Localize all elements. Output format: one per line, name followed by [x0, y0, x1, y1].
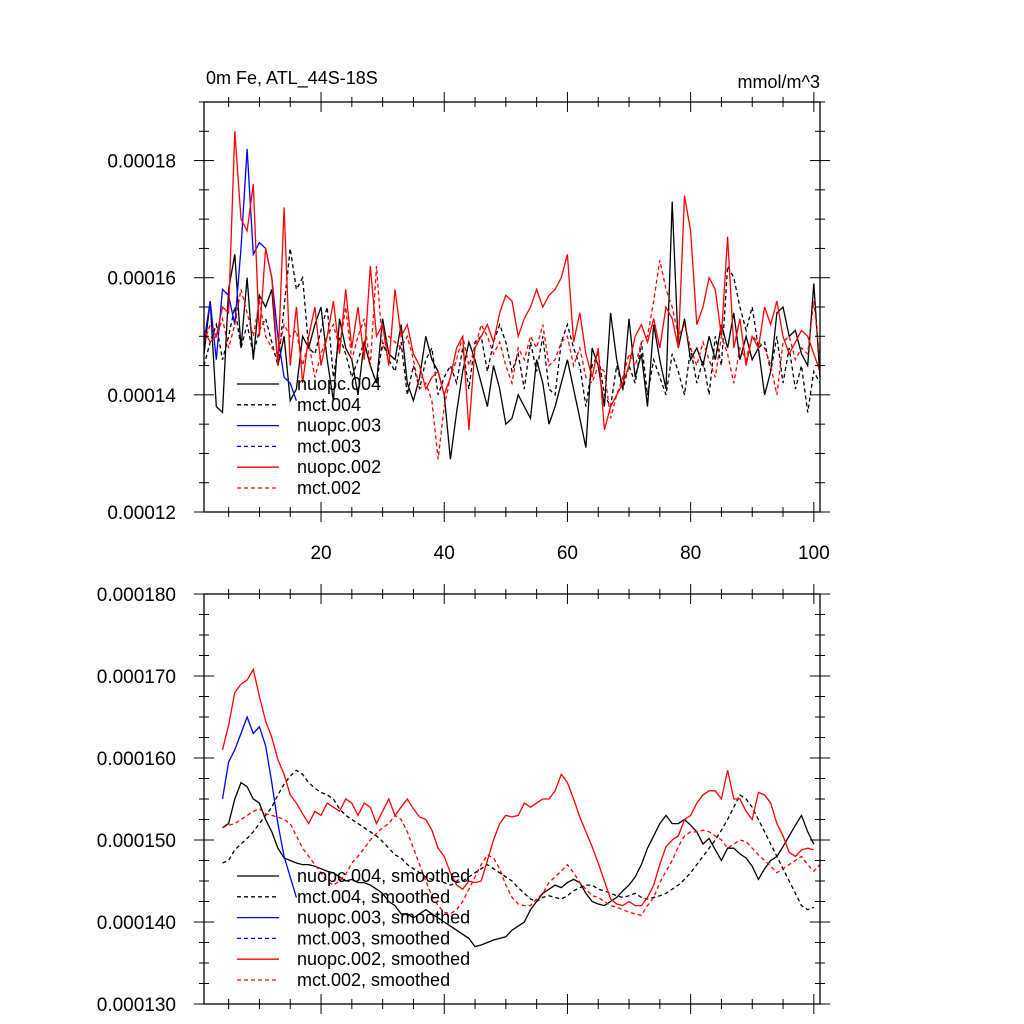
bottom-series-layer: [221, 667, 821, 948]
top-x-tick-label: 20: [310, 543, 331, 564]
top-legend: nuopc.004mct.004nuopc.003mct.003nuopc.00…: [237, 374, 381, 498]
top-legend-label-4: nuopc.002: [297, 457, 381, 477]
bottom-tick-layer: 0.000130 0.000140 0.000150 0.000160 0.000170…: [97, 584, 830, 1016]
top-series-line-5: [203, 259, 821, 460]
top-title-left: 0m Fe, ATL_44S-18S: [206, 68, 378, 89]
bottom-y-tick-label: 0.000150: [97, 831, 176, 852]
top-tick-layer: 20 40 60 80 100 0.00012 0.00014 0.00016 0.00018: [107, 92, 830, 564]
top-y-tick-label: 0.00016: [107, 269, 176, 290]
top-y-tick-label: 0.00012: [107, 503, 176, 524]
bottom-y-tick-label: 0.000130: [97, 995, 176, 1016]
top-x-tick-label: 100: [798, 543, 830, 564]
bottom-series-line-0: [222, 781, 815, 948]
top-legend-label-1: mct.004: [297, 395, 361, 415]
top-panel: 0m Fe, ATL_44S-18S mmol/m^3 20 40 60 80 100 0…: [107, 68, 830, 564]
top-legend-label-3: mct.003: [297, 436, 361, 456]
top-series-line-4: [203, 131, 821, 431]
bottom-legend-label-4: nuopc.002, smoothed: [297, 949, 470, 969]
top-y-tick-label: 0.00014: [107, 386, 176, 407]
bottom-legend-label-5: mct.002, smoothed: [297, 970, 450, 990]
bottom-series-line-2: [221, 715, 298, 898]
bottom-series-line-5: [222, 808, 821, 917]
bottom-legend-label-0: nuopc.004, smoothed: [297, 866, 470, 886]
top-legend-label-0: nuopc.004: [297, 374, 381, 394]
top-legend-label-5: mct.002: [297, 478, 361, 498]
top-series-line-1: [203, 248, 821, 413]
top-x-tick-label: 80: [680, 543, 701, 564]
bottom-y-tick-label: 0.000140: [97, 913, 176, 934]
top-legend-label-2: nuopc.003: [297, 416, 381, 436]
bottom-legend-label-2: nuopc.003, smoothed: [297, 908, 470, 928]
bottom-panel: 0.000130 0.000140 0.000150 0.000160 0.000170…: [97, 584, 830, 1016]
bottom-y-tick-label: 0.000160: [97, 749, 176, 770]
bottom-legend-label-3: mct.003, smoothed: [297, 928, 450, 948]
top-series-line-2: [203, 148, 298, 401]
top-title-right: mmol/m^3: [738, 72, 820, 92]
bottom-y-tick-label: 0.000170: [97, 667, 176, 688]
bottom-series-line-4: [221, 667, 814, 907]
bottom-legend-label-1: mct.004, smoothed: [297, 887, 450, 907]
top-x-tick-label: 60: [557, 543, 578, 564]
bottom-y-tick-label: 0.000180: [97, 585, 176, 606]
top-series-layer: [203, 131, 821, 460]
top-x-tick-label: 40: [434, 543, 455, 564]
top-y-tick-label: 0.00018: [107, 152, 176, 173]
